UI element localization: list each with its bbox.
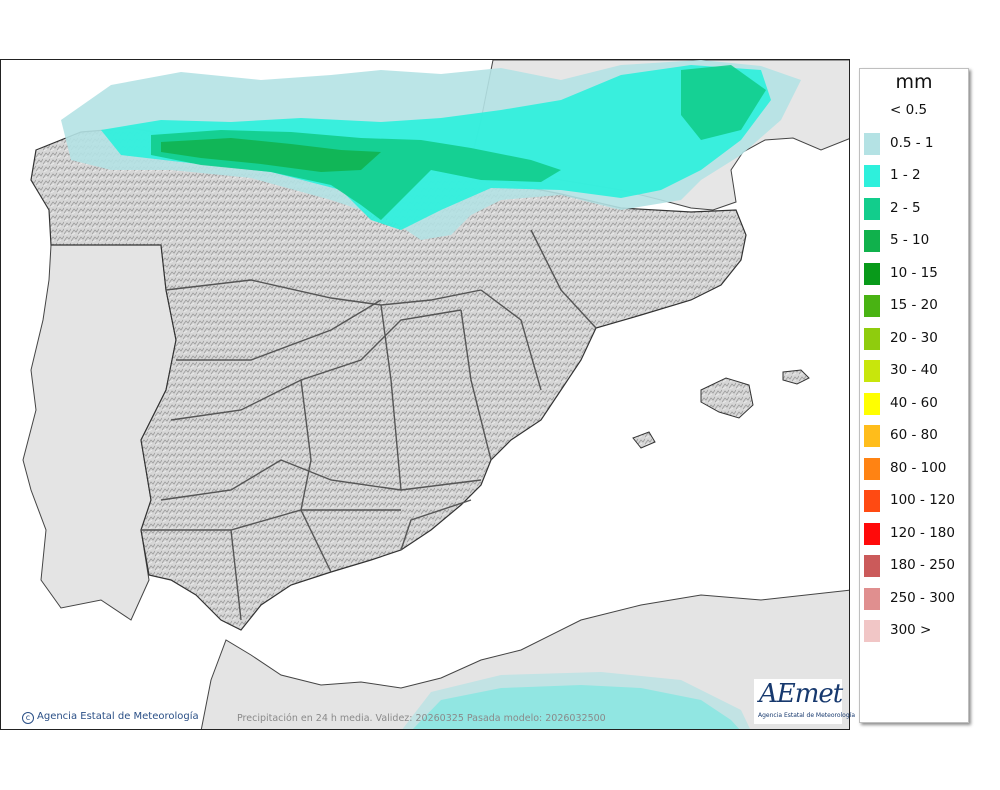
legend-item: 2 - 5 xyxy=(864,197,964,220)
legend-item: 10 - 15 xyxy=(864,262,964,285)
precip-zone-south-sea-outer xyxy=(402,672,751,729)
precip-zone-2-5-northeast xyxy=(681,65,766,140)
legend-item: 180 - 250 xyxy=(864,554,964,577)
legend-label: 0.5 - 1 xyxy=(890,134,934,151)
legend-swatch xyxy=(864,360,880,382)
legend-item: 300 > xyxy=(864,619,964,642)
legend-item: 0.5 - 1 xyxy=(864,132,964,155)
aemet-logo-subtitle: Agencia Estatal de Meteorología xyxy=(758,712,855,719)
legend-label: 100 - 120 xyxy=(890,492,955,508)
menorca-island xyxy=(782,369,810,385)
legend-swatch xyxy=(864,490,880,512)
legend-label: 2 - 5 xyxy=(890,199,921,216)
legend-label: 30 - 40 xyxy=(890,362,938,378)
legend-label: 1 - 2 xyxy=(890,167,921,183)
legend-item: 15 - 20 xyxy=(864,294,964,317)
region-boundaries xyxy=(141,229,597,621)
legend-item: 250 - 300 xyxy=(864,587,964,610)
legend-item: 5 - 10 xyxy=(864,229,964,252)
legend-swatch xyxy=(864,132,880,155)
legend-swatch xyxy=(864,295,880,317)
aemet-logo[interactable]: AEmet Agencia Estatal de Meteorología xyxy=(754,679,855,724)
legend-item: 120 - 180 xyxy=(864,522,964,545)
ibiza-island xyxy=(632,431,656,449)
legend-label: 10 - 15 xyxy=(890,264,938,281)
legend-item: 30 - 40 xyxy=(864,359,964,382)
agency-credit-text: Agencia Estatal de Meteorología xyxy=(37,711,199,722)
legend-swatch xyxy=(864,197,880,220)
legend-label: 180 - 250 xyxy=(890,557,955,573)
legend-label: 300 > xyxy=(890,622,932,638)
legend-swatch xyxy=(864,425,880,447)
legend-swatch xyxy=(864,327,880,350)
legend-swatch xyxy=(864,457,880,480)
legend-swatch xyxy=(864,620,880,642)
legend-item: 20 - 30 xyxy=(864,327,964,350)
legend-label: 250 - 300 xyxy=(890,589,955,606)
legend-swatch xyxy=(864,165,880,187)
legend-item: 100 - 120 xyxy=(864,489,964,512)
precipitation-map[interactable] xyxy=(0,59,850,730)
legend-label: 80 - 100 xyxy=(890,459,947,476)
legend-label: 120 - 180 xyxy=(890,524,955,541)
legend-label: 20 - 30 xyxy=(890,329,938,346)
map-caption: Precipitación en 24 h media. Validez: 20… xyxy=(237,713,606,724)
legend-label: 60 - 80 xyxy=(890,427,938,443)
legend-item: 1 - 2 xyxy=(864,164,964,187)
copyright-icon: c xyxy=(22,712,34,724)
legend-item: 60 - 80 xyxy=(864,424,964,447)
legend-swatch xyxy=(864,555,880,577)
aemet-logo-wordmark: AEmet xyxy=(759,679,843,709)
precip-zone-5-10 xyxy=(161,138,381,172)
legend-swatch xyxy=(864,392,880,415)
legend-swatch xyxy=(864,587,880,610)
legend-label: 15 - 20 xyxy=(890,297,938,313)
legend-label: 5 - 10 xyxy=(890,232,930,248)
legend-item: 80 - 100 xyxy=(864,457,964,480)
legend-label: < 0.5 xyxy=(890,102,928,118)
legend-swatch xyxy=(864,230,880,252)
legend-item: < 0.5 xyxy=(864,99,964,121)
legend-unit: mm xyxy=(895,71,933,93)
legend-swatch xyxy=(864,522,880,545)
legend-item: 40 - 60 xyxy=(864,392,964,415)
mallorca-island xyxy=(700,377,754,419)
legend-swatch xyxy=(864,262,880,285)
agency-credit[interactable]: c Agencia Estatal de Meteorología xyxy=(22,711,199,724)
legend-label: 40 - 60 xyxy=(890,394,938,411)
precipitation-legend: mm < 0.5 0.5 - 1 1 - 2 2 - 5 5 - 10 10 - 15 15… xyxy=(859,68,969,723)
